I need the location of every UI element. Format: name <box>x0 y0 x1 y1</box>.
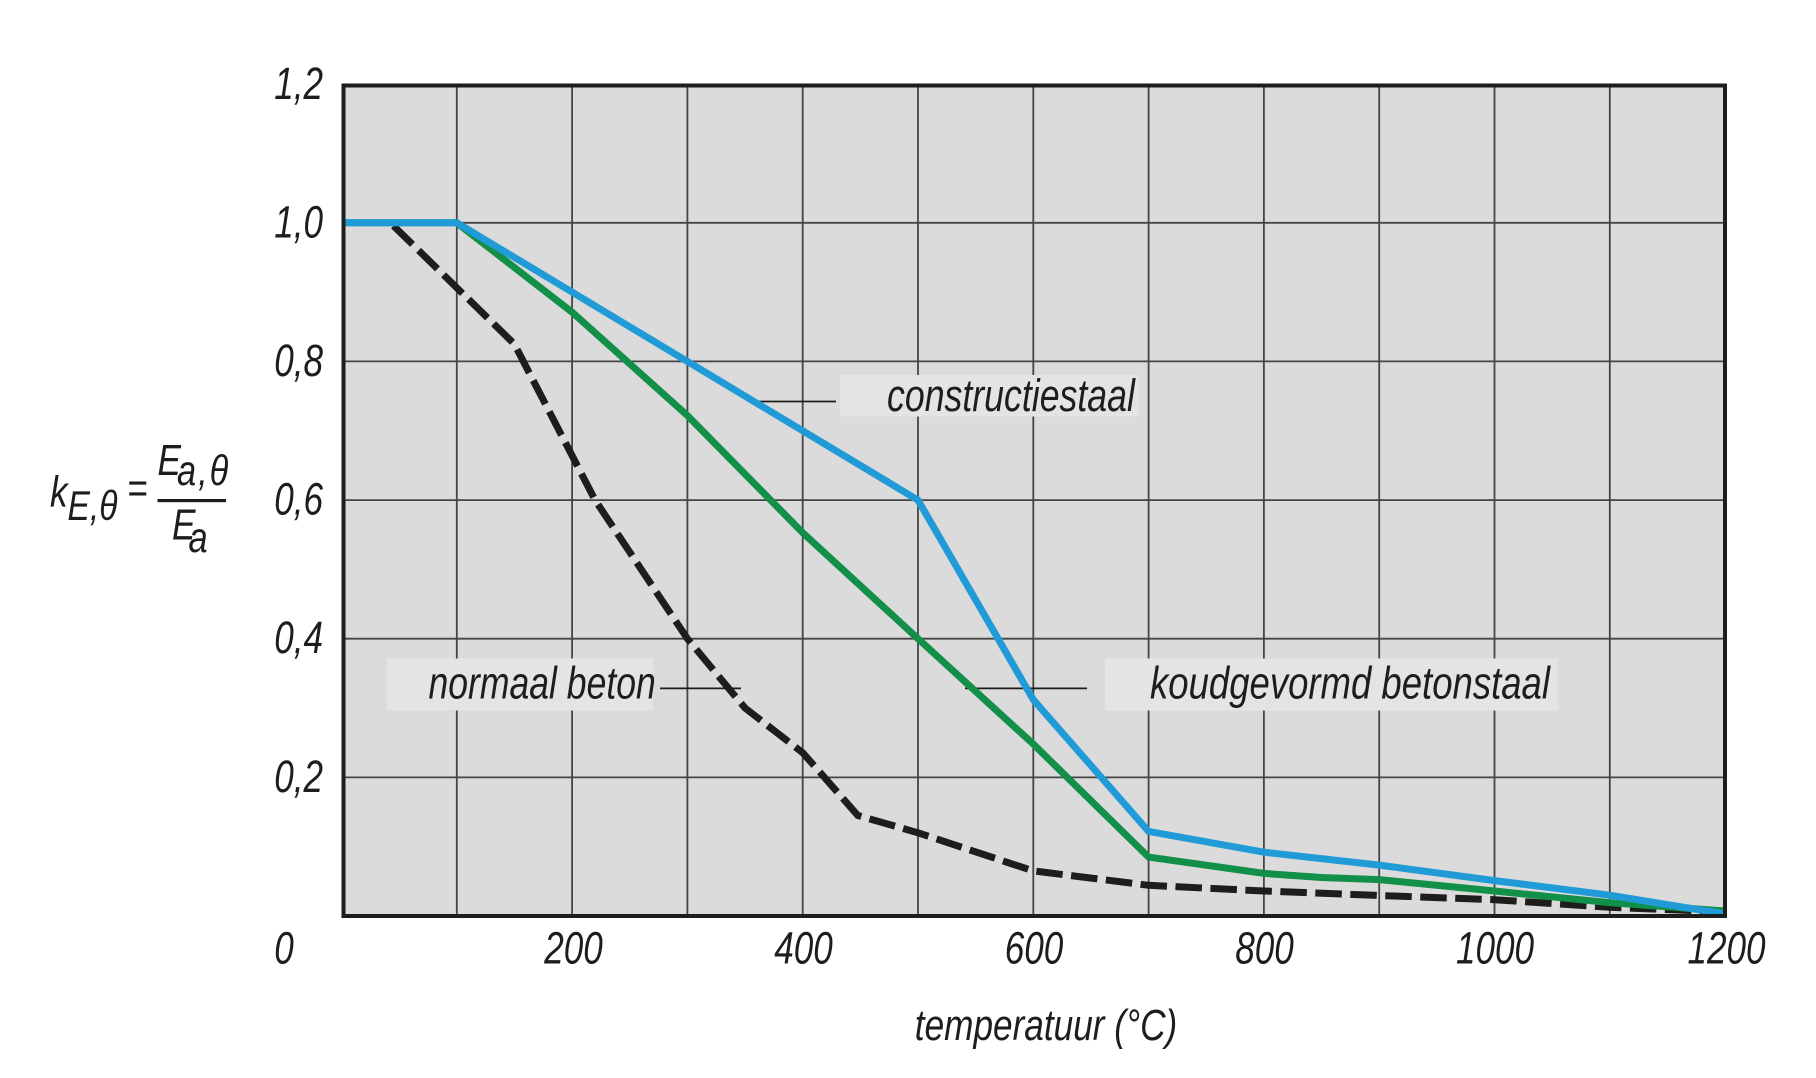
svg-text:=: = <box>127 464 148 513</box>
svg-text:200: 200 <box>543 922 603 973</box>
svg-text:1,0: 1,0 <box>274 196 323 247</box>
svg-text:temperatuur (°C): temperatuur (°C) <box>915 1001 1177 1050</box>
svg-text:0,4: 0,4 <box>274 612 323 663</box>
svg-text:0,8: 0,8 <box>274 335 323 386</box>
svg-text:1,2: 1,2 <box>274 58 323 109</box>
svg-text:600: 600 <box>1005 922 1064 973</box>
svg-text:E,θ: E,θ <box>68 484 118 530</box>
svg-text:0: 0 <box>274 922 294 973</box>
svg-text:1000: 1000 <box>1456 922 1535 973</box>
svg-text:1200: 1200 <box>1687 922 1766 973</box>
svg-text:normaal beton: normaal beton <box>429 657 656 708</box>
svg-text:800: 800 <box>1235 922 1294 973</box>
svg-text:400: 400 <box>774 922 833 973</box>
svg-text:k: k <box>50 468 69 517</box>
svg-text:E: E <box>172 501 196 550</box>
svg-text:0,2: 0,2 <box>274 751 323 802</box>
svg-text:koudgevormd betonstaal: koudgevormd betonstaal <box>1150 658 1552 709</box>
svg-text:a: a <box>189 514 208 561</box>
svg-text:a,θ: a,θ <box>177 447 230 494</box>
svg-text:E: E <box>158 436 182 485</box>
svg-text:constructiestaal: constructiestaal <box>887 370 1136 421</box>
svg-text:0,6: 0,6 <box>274 473 323 524</box>
